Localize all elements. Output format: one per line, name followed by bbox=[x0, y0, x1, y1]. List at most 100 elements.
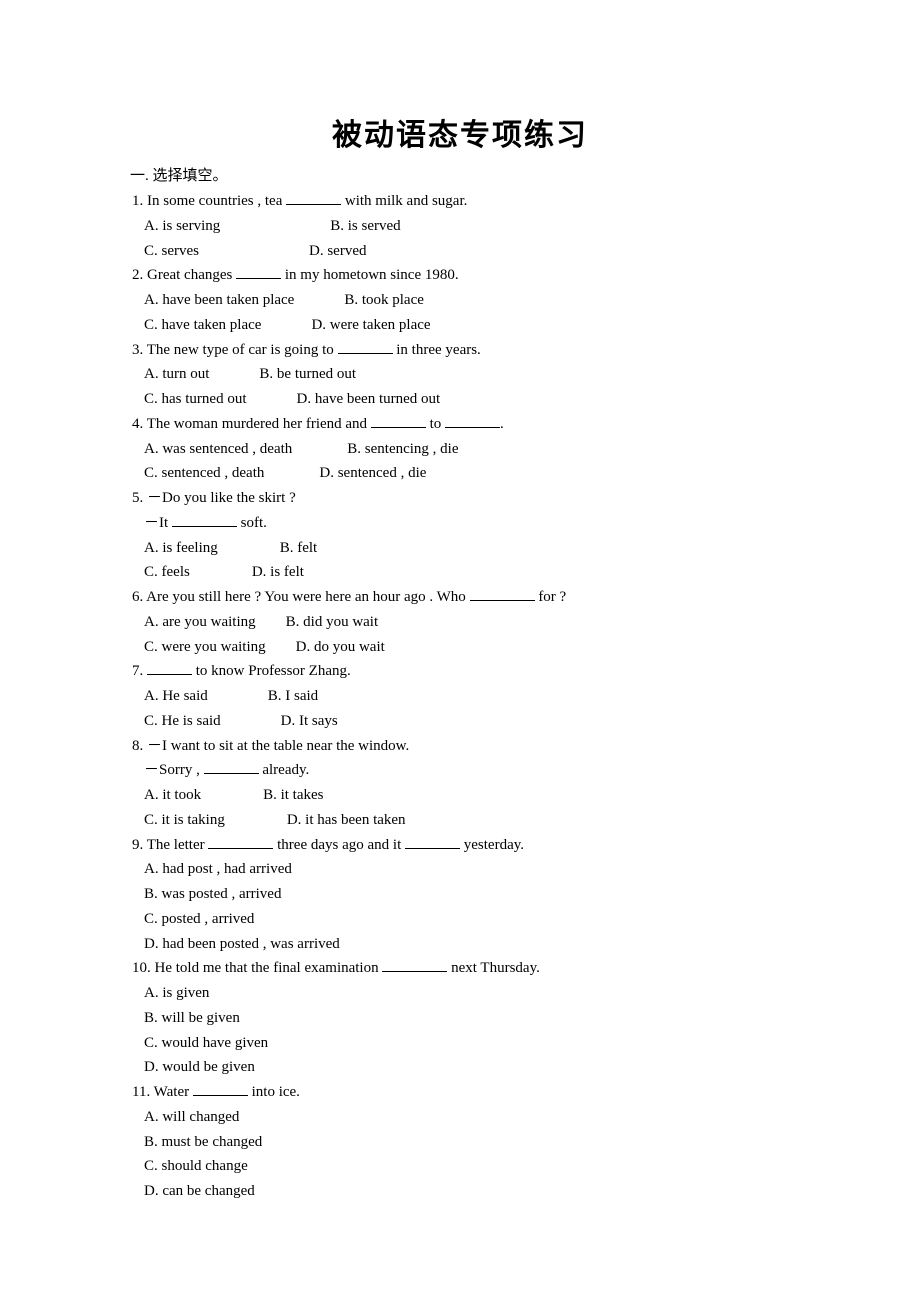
option[interactable]: B. will be given bbox=[144, 1010, 240, 1026]
option[interactable]: A. will changed bbox=[144, 1109, 239, 1125]
question-stem: 5. －Do you like the skirt ? bbox=[132, 486, 790, 511]
question: 4. The woman murdered her friend and to … bbox=[130, 412, 790, 486]
option-row: A. will changed bbox=[144, 1105, 790, 1130]
option[interactable]: A. had post , had arrived bbox=[144, 861, 292, 877]
option[interactable]: B. it takes bbox=[263, 787, 323, 803]
option-row: C. posted , arrived bbox=[144, 907, 790, 932]
option[interactable]: C. were you waiting bbox=[144, 635, 266, 660]
option-row: A. turn out B. be turned out bbox=[144, 362, 790, 387]
option[interactable]: C. it is taking bbox=[144, 808, 225, 833]
option-row: C. serves D. served bbox=[144, 239, 790, 264]
option[interactable]: B. I said bbox=[268, 688, 318, 704]
question: 6. Are you still here ? You were here an… bbox=[130, 585, 790, 659]
option[interactable]: C. sentenced , death bbox=[144, 461, 264, 486]
blank bbox=[371, 413, 426, 428]
option[interactable]: D. it has been taken bbox=[287, 812, 406, 828]
question-stem: 10. He told me that the final examinatio… bbox=[132, 956, 790, 981]
option[interactable]: D. can be changed bbox=[144, 1183, 255, 1199]
option[interactable]: A. are you waiting bbox=[144, 610, 256, 635]
option[interactable]: A. turn out bbox=[144, 362, 209, 387]
question: 3. The new type of car is going to in th… bbox=[130, 338, 790, 412]
option[interactable]: C. has turned out bbox=[144, 387, 247, 412]
option[interactable]: B. took place bbox=[344, 292, 424, 308]
option[interactable]: D. sentenced , die bbox=[319, 465, 426, 481]
option[interactable]: C. serves bbox=[144, 239, 199, 264]
blank bbox=[382, 958, 447, 973]
option-row: C. has turned out D. have been turned out bbox=[144, 387, 790, 412]
option[interactable]: D. do you wait bbox=[296, 639, 385, 655]
blank bbox=[236, 265, 281, 280]
question-subline: －Sorry , already. bbox=[144, 758, 790, 783]
option[interactable]: D. would be given bbox=[144, 1059, 255, 1075]
option-row: D. can be changed bbox=[144, 1179, 790, 1204]
option[interactable]: B. be turned out bbox=[259, 366, 356, 382]
section-header: 一. 选择填空。 bbox=[130, 164, 790, 185]
option[interactable]: C. posted , arrived bbox=[144, 911, 254, 927]
option[interactable]: D. have been turned out bbox=[297, 391, 441, 407]
option[interactable]: A. He said bbox=[144, 684, 208, 709]
blank bbox=[445, 413, 500, 428]
option[interactable]: B. is served bbox=[330, 218, 400, 234]
option[interactable]: D. It says bbox=[281, 713, 338, 729]
option-row: A. is serving B. is served bbox=[144, 214, 790, 239]
blank bbox=[147, 661, 192, 676]
option[interactable]: C. should change bbox=[144, 1158, 248, 1174]
question-stem: 11. Water into ice. bbox=[132, 1080, 790, 1105]
option-row: C. should change bbox=[144, 1154, 790, 1179]
option[interactable]: B. felt bbox=[280, 540, 318, 556]
option[interactable]: C. feels bbox=[144, 560, 190, 585]
option-row: A. is feeling B. felt bbox=[144, 536, 790, 561]
option-row: C. sentenced , death D. sentenced , die bbox=[144, 461, 790, 486]
option[interactable]: A. was sentenced , death bbox=[144, 437, 292, 462]
option-row: C. were you waiting D. do you wait bbox=[144, 635, 790, 660]
question: 8. －I want to sit at the table near the … bbox=[130, 734, 790, 833]
option[interactable]: A. is given bbox=[144, 985, 209, 1001]
option-row: A. are you waiting B. did you wait bbox=[144, 610, 790, 635]
option-row: A. was sentenced , death B. sentencing , … bbox=[144, 437, 790, 462]
blank bbox=[338, 339, 393, 354]
option-row: A. had post , had arrived bbox=[144, 857, 790, 882]
option-row: D. would be given bbox=[144, 1055, 790, 1080]
question-stem: 4. The woman murdered her friend and to … bbox=[132, 412, 790, 437]
option[interactable]: D. served bbox=[309, 243, 366, 259]
question-stem: 6. Are you still here ? You were here an… bbox=[132, 585, 790, 610]
option[interactable]: A. is feeling bbox=[144, 536, 218, 561]
blank bbox=[193, 1082, 248, 1097]
option[interactable]: D. is felt bbox=[252, 564, 304, 580]
option-row: C. it is taking D. it has been taken bbox=[144, 808, 790, 833]
option-row: A. it took B. it takes bbox=[144, 783, 790, 808]
question-stem: 1. In some countries , tea with milk and… bbox=[132, 189, 790, 214]
option-row: C. have taken place D. were taken place bbox=[144, 313, 790, 338]
option[interactable]: B. sentencing , die bbox=[347, 441, 458, 457]
option-row: A. is given bbox=[144, 981, 790, 1006]
blank bbox=[208, 834, 273, 849]
option-row: B. will be given bbox=[144, 1006, 790, 1031]
question-stem: 8. －I want to sit at the table near the … bbox=[132, 734, 790, 759]
option[interactable]: D. had been posted , was arrived bbox=[144, 936, 340, 952]
option[interactable]: C. would have given bbox=[144, 1035, 268, 1051]
option-row: A. have been taken place B. took place bbox=[144, 288, 790, 313]
option[interactable]: A. have been taken place bbox=[144, 288, 294, 313]
option[interactable]: B. was posted , arrived bbox=[144, 886, 281, 902]
question: 10. He told me that the final examinatio… bbox=[130, 956, 790, 1080]
option-row: B. was posted , arrived bbox=[144, 882, 790, 907]
option-row: B. must be changed bbox=[144, 1130, 790, 1155]
option-row: C. He is said D. It says bbox=[144, 709, 790, 734]
option[interactable]: C. He is said bbox=[144, 709, 221, 734]
question: 1. In some countries , tea with milk and… bbox=[130, 189, 790, 263]
question: 9. The letter three days ago and it yest… bbox=[130, 833, 790, 957]
option[interactable]: C. have taken place bbox=[144, 313, 261, 338]
blank bbox=[172, 512, 237, 527]
option[interactable]: B. did you wait bbox=[286, 614, 379, 630]
question: 5. －Do you like the skirt ?－It soft.A. i… bbox=[130, 486, 790, 585]
option-row: D. had been posted , was arrived bbox=[144, 932, 790, 957]
option[interactable]: B. must be changed bbox=[144, 1134, 262, 1150]
option-row: C. would have given bbox=[144, 1031, 790, 1056]
page: 被动语态专项练习 一. 选择填空。 1. In some countries ,… bbox=[0, 0, 920, 1302]
option[interactable]: D. were taken place bbox=[311, 317, 430, 333]
question-subline: －It soft. bbox=[144, 511, 790, 536]
option[interactable]: A. it took bbox=[144, 783, 201, 808]
question-stem: 9. The letter three days ago and it yest… bbox=[132, 833, 790, 858]
option[interactable]: A. is serving bbox=[144, 214, 220, 239]
option-row: C. feels D. is felt bbox=[144, 560, 790, 585]
